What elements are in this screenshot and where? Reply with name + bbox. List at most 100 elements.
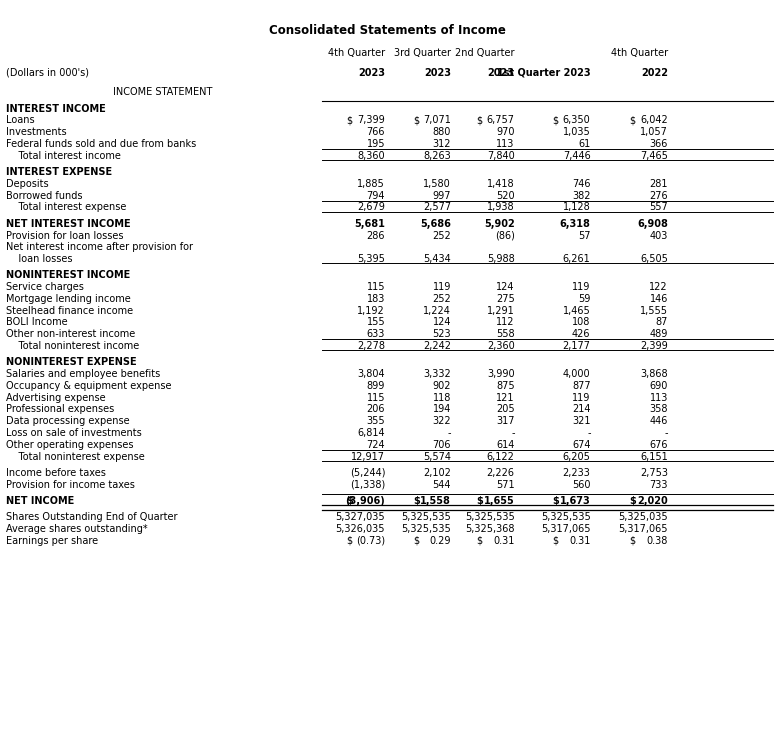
Text: 899: 899 — [367, 381, 385, 391]
Text: 122: 122 — [649, 282, 668, 292]
Text: 322: 322 — [432, 416, 451, 426]
Text: Consolidated Statements of Income: Consolidated Statements of Income — [269, 24, 506, 37]
Text: $: $ — [552, 496, 559, 506]
Text: Mortgage lending income: Mortgage lending income — [6, 294, 131, 304]
Text: 633: 633 — [367, 329, 385, 339]
Text: $: $ — [476, 496, 483, 506]
Text: 997: 997 — [432, 191, 451, 201]
Text: 2,177: 2,177 — [563, 341, 591, 351]
Text: 523: 523 — [432, 329, 451, 339]
Text: 1,224: 1,224 — [423, 306, 451, 316]
Text: 252: 252 — [432, 231, 451, 240]
Text: 61: 61 — [578, 139, 591, 149]
Text: 87: 87 — [656, 318, 668, 327]
Text: 7,446: 7,446 — [563, 151, 591, 161]
Text: 674: 674 — [572, 440, 591, 450]
Text: Occupancy & equipment expense: Occupancy & equipment expense — [6, 381, 172, 391]
Text: 2,360: 2,360 — [487, 341, 515, 351]
Text: Total interest income: Total interest income — [6, 151, 121, 161]
Text: 706: 706 — [432, 440, 451, 450]
Text: 112: 112 — [496, 318, 515, 327]
Text: 366: 366 — [649, 139, 668, 149]
Text: -: - — [447, 428, 451, 438]
Text: 115: 115 — [367, 282, 385, 292]
Text: INTEREST EXPENSE: INTEREST EXPENSE — [6, 167, 112, 177]
Text: 5,686: 5,686 — [420, 219, 451, 229]
Text: $: $ — [413, 116, 419, 125]
Text: 902: 902 — [432, 381, 451, 391]
Text: 5,325,535: 5,325,535 — [401, 524, 451, 534]
Text: 281: 281 — [649, 179, 668, 189]
Text: Loans: Loans — [6, 116, 35, 125]
Text: 252: 252 — [432, 294, 451, 304]
Text: 766: 766 — [367, 128, 385, 137]
Text: 1,465: 1,465 — [563, 306, 591, 316]
Text: Advertising expense: Advertising expense — [6, 392, 106, 403]
Text: 2023: 2023 — [358, 68, 385, 78]
Text: 2023: 2023 — [424, 68, 451, 78]
Text: $: $ — [413, 536, 419, 546]
Text: 0.29: 0.29 — [429, 536, 451, 546]
Text: Deposits: Deposits — [6, 179, 49, 189]
Text: INTEREST INCOME: INTEREST INCOME — [6, 104, 106, 113]
Text: 276: 276 — [649, 191, 668, 201]
Text: 355: 355 — [367, 416, 385, 426]
Text: Total interest expense: Total interest expense — [6, 202, 126, 213]
Text: Loss on sale of investments: Loss on sale of investments — [6, 428, 142, 438]
Text: 614: 614 — [496, 440, 515, 450]
Text: Borrowed funds: Borrowed funds — [6, 191, 83, 201]
Text: 6,205: 6,205 — [563, 451, 591, 462]
Text: 312: 312 — [432, 139, 451, 149]
Text: $: $ — [629, 536, 636, 546]
Text: Steelhead finance income: Steelhead finance income — [6, 306, 133, 316]
Text: 113: 113 — [496, 139, 515, 149]
Text: 275: 275 — [496, 294, 515, 304]
Text: 571: 571 — [496, 480, 515, 489]
Text: Service charges: Service charges — [6, 282, 84, 292]
Text: loan losses: loan losses — [6, 254, 73, 264]
Text: $: $ — [346, 536, 353, 546]
Text: 3rd Quarter: 3rd Quarter — [394, 48, 451, 58]
Text: 5,325,368: 5,325,368 — [465, 524, 515, 534]
Text: 970: 970 — [496, 128, 515, 137]
Text: 195: 195 — [367, 139, 385, 149]
Text: NET INTEREST INCOME: NET INTEREST INCOME — [6, 219, 131, 229]
Text: $: $ — [476, 116, 482, 125]
Text: 690: 690 — [649, 381, 668, 391]
Text: $: $ — [346, 116, 353, 125]
Text: 1,128: 1,128 — [563, 202, 591, 213]
Text: 6,151: 6,151 — [640, 451, 668, 462]
Text: (0.73): (0.73) — [356, 536, 385, 546]
Text: (1,338): (1,338) — [350, 480, 385, 489]
Text: Average shares outstanding*: Average shares outstanding* — [6, 524, 148, 534]
Text: 746: 746 — [572, 179, 591, 189]
Text: 5,317,065: 5,317,065 — [541, 524, 591, 534]
Text: 7,071: 7,071 — [423, 116, 451, 125]
Text: Shares Outstanding End of Quarter: Shares Outstanding End of Quarter — [6, 513, 177, 522]
Text: 558: 558 — [496, 329, 515, 339]
Text: 317: 317 — [496, 416, 515, 426]
Text: Net interest income after provision for: Net interest income after provision for — [6, 242, 193, 252]
Text: 875: 875 — [496, 381, 515, 391]
Text: 1st Quarter 2023: 1st Quarter 2023 — [497, 68, 591, 78]
Text: 557: 557 — [649, 202, 668, 213]
Text: 7,399: 7,399 — [357, 116, 385, 125]
Text: $: $ — [476, 536, 482, 546]
Text: 382: 382 — [572, 191, 591, 201]
Text: 1,057: 1,057 — [640, 128, 668, 137]
Text: Earnings per share: Earnings per share — [6, 536, 98, 546]
Text: 2,577: 2,577 — [423, 202, 451, 213]
Text: 321: 321 — [572, 416, 591, 426]
Text: 2,242: 2,242 — [423, 341, 451, 351]
Text: 214: 214 — [572, 404, 591, 415]
Text: 12,917: 12,917 — [351, 451, 385, 462]
Text: (5,244): (5,244) — [350, 468, 385, 478]
Text: 1,673: 1,673 — [560, 496, 591, 506]
Text: Total noninterest income: Total noninterest income — [6, 341, 139, 351]
Text: NET INCOME: NET INCOME — [6, 496, 74, 506]
Text: 6,350: 6,350 — [563, 116, 591, 125]
Text: NONINTEREST INCOME: NONINTEREST INCOME — [6, 270, 130, 280]
Text: INCOME STATEMENT: INCOME STATEMENT — [113, 87, 212, 97]
Text: 2nd Quarter: 2nd Quarter — [455, 48, 515, 58]
Text: Data processing expense: Data processing expense — [6, 416, 130, 426]
